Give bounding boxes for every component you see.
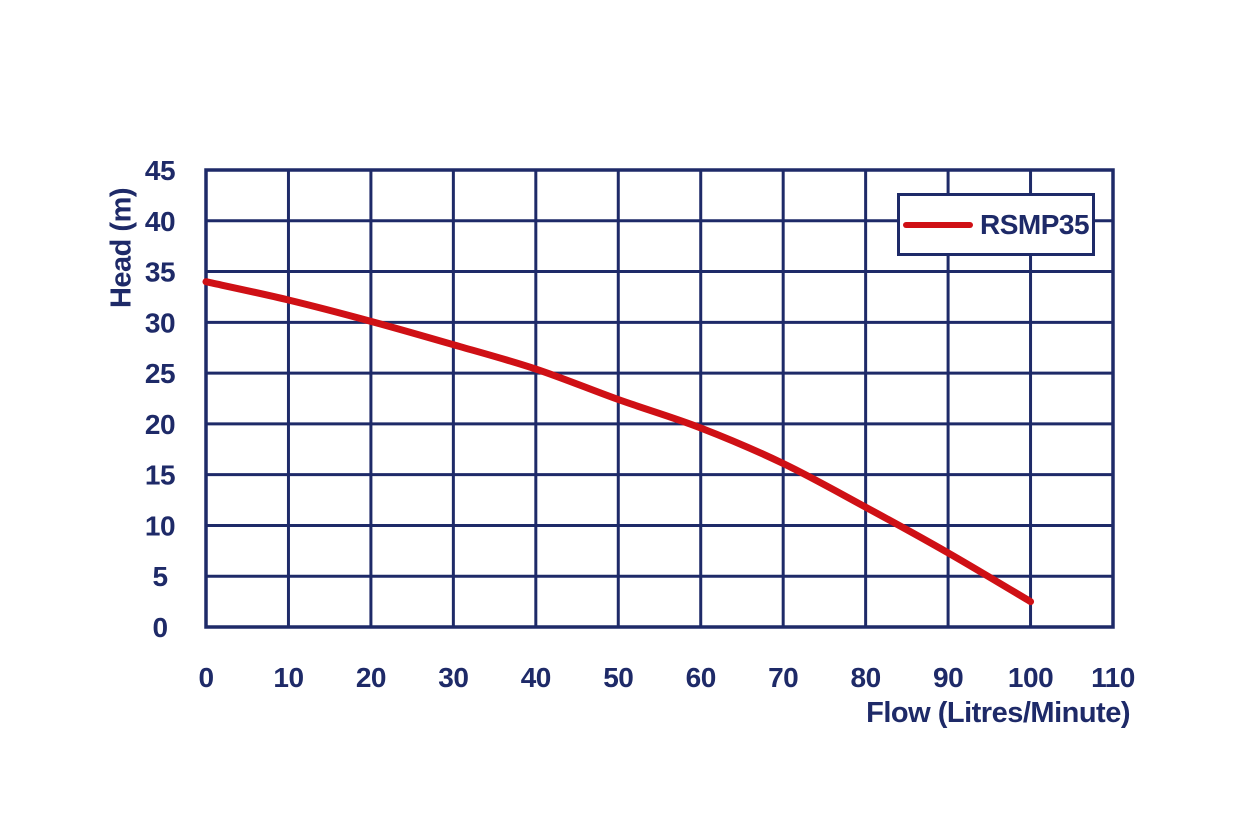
x-tick-label: 80	[851, 662, 881, 693]
x-tick-label: 70	[768, 662, 798, 693]
x-tick-label: 30	[438, 662, 468, 693]
x-tick-label: 0	[198, 662, 213, 693]
y-tick-label: 25	[145, 358, 175, 389]
legend: RSMP35	[897, 193, 1095, 256]
plot-border	[204, 168, 1115, 629]
y-tick-label: 10	[145, 510, 175, 541]
x-axis-title: Flow (Litres/Minute)	[866, 697, 1130, 729]
y-tick-label: 5	[152, 561, 167, 592]
y-tick-label: 45	[145, 155, 175, 186]
y-tick-label: 35	[145, 257, 175, 288]
series-curve-rsmp35	[202, 278, 1035, 606]
legend-label-rsmp35: RSMP35	[979, 208, 1090, 240]
y-tick-label: 0	[152, 612, 167, 643]
x-tick-label: 20	[356, 662, 386, 693]
x-tick-label: 60	[686, 662, 716, 693]
x-tick-label: 50	[603, 662, 633, 693]
y-tick-label: 30	[145, 307, 175, 338]
x-tick-label: 40	[521, 662, 551, 693]
y-tick-label: 40	[145, 206, 175, 237]
x-tick-label: 110	[1091, 662, 1135, 693]
y-axis-title: Head (m)	[105, 187, 138, 309]
legend-line-swatch-icon	[902, 221, 973, 228]
y-tick-label: 15	[145, 460, 175, 491]
x-tick-label: 90	[933, 662, 963, 693]
y-tick-label: 20	[145, 409, 175, 440]
x-tick-label: 10	[273, 662, 303, 693]
x-tick-label: 100	[1008, 662, 1053, 693]
